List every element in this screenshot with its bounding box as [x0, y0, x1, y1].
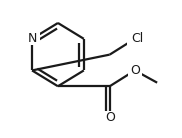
Text: Cl: Cl [131, 32, 143, 45]
Text: O: O [130, 64, 140, 77]
Text: O: O [105, 111, 115, 124]
Bar [24, 32, 40, 45]
Bar [128, 64, 142, 77]
Text: N: N [27, 32, 37, 45]
Bar [102, 111, 117, 124]
Bar [127, 32, 147, 45]
